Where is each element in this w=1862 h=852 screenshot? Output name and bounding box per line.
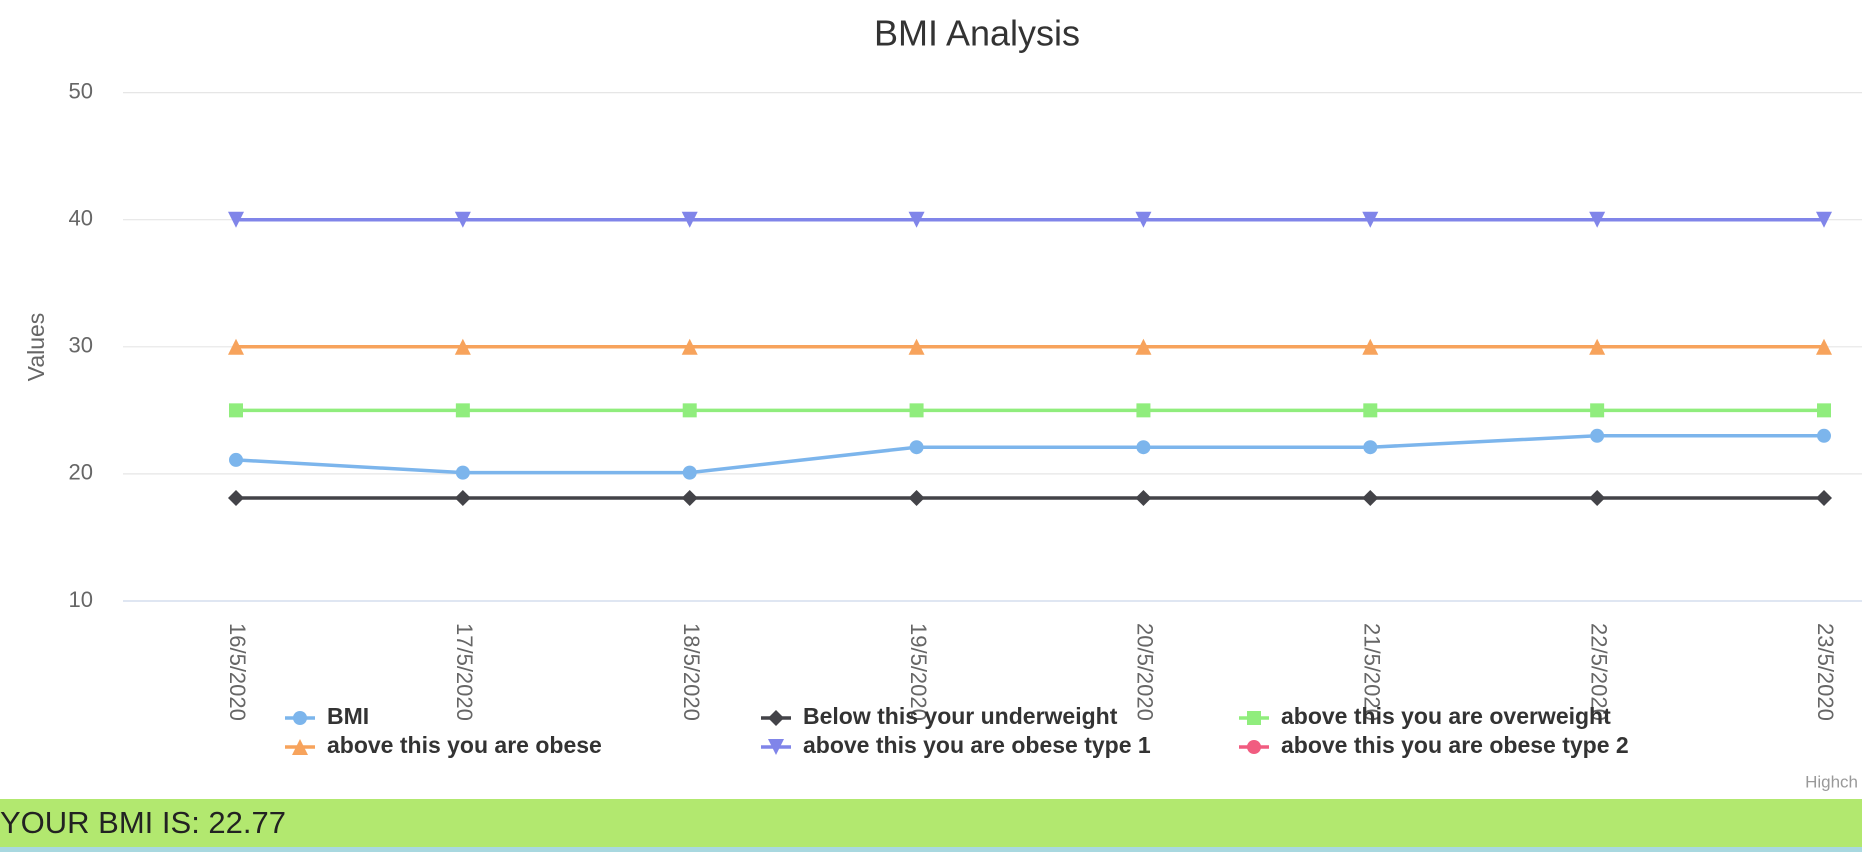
point-marker <box>1590 403 1605 418</box>
y-axis-label: Values <box>23 313 49 382</box>
point-marker <box>1363 403 1378 418</box>
legend-marker <box>768 739 784 755</box>
y-tick-label: 30 <box>69 333 93 358</box>
series-line <box>235 434 1824 475</box>
legend-label: above this you are obese type 2 <box>1281 732 1629 758</box>
chart: BMI Analysis Values Highch 10 20 30 40 50 16/… <box>23 13 1862 791</box>
point-marker <box>1589 338 1606 355</box>
point-marker <box>681 490 698 507</box>
x-tick-label: 20/5/2020 <box>1133 623 1158 721</box>
point-marker <box>908 338 925 355</box>
point-marker <box>1136 403 1151 418</box>
x-tick-label: 17/5/2020 <box>452 623 477 721</box>
point-marker <box>228 211 244 228</box>
point-marker <box>1816 490 1832 507</box>
legend-label: above this you are obese <box>327 732 602 758</box>
y-tick-label: 20 <box>69 460 93 485</box>
point-marker <box>909 403 924 418</box>
point-marker <box>229 452 243 467</box>
legend-label: BMI <box>327 703 369 729</box>
credits: Highch <box>1805 772 1858 791</box>
point-marker <box>1362 490 1379 507</box>
x-tick-label: 16/5/2020 <box>225 623 250 721</box>
legend-marker <box>293 711 307 725</box>
point-marker <box>1362 211 1379 228</box>
point-marker <box>908 490 925 507</box>
point-marker <box>682 465 697 480</box>
point-marker <box>1817 403 1831 418</box>
legend-label: Below this your underweight <box>803 703 1118 729</box>
point-marker <box>681 338 698 355</box>
point-marker <box>1589 490 1606 507</box>
x-tick-label: 21/5/2020 <box>1359 623 1384 721</box>
point-marker <box>681 211 698 228</box>
point-marker <box>1135 490 1152 507</box>
point-marker <box>454 211 471 228</box>
legend-marker <box>292 739 308 755</box>
point-marker <box>228 338 244 355</box>
legend-label: above this you are obese type 1 <box>803 732 1151 758</box>
point-marker <box>1135 338 1152 355</box>
x-tick-label: 19/5/2020 <box>906 623 931 721</box>
legend-label: above this you are overweight <box>1281 703 1611 729</box>
point-marker <box>229 403 243 418</box>
point-marker <box>1817 428 1831 443</box>
point-marker <box>1589 211 1606 228</box>
y-tick-label: 40 <box>69 206 93 231</box>
x-tick-label: 23/5/2020 <box>1813 623 1838 721</box>
point-marker <box>1816 338 1832 355</box>
point-marker <box>454 490 471 507</box>
legend-marker <box>1247 740 1261 754</box>
x-tick-label: 18/5/2020 <box>679 623 704 721</box>
point-marker <box>1816 211 1832 228</box>
legend-marker <box>768 710 784 726</box>
point-marker <box>908 211 925 228</box>
legend-marker <box>1247 711 1261 725</box>
point-marker <box>455 403 470 418</box>
point-marker <box>454 338 471 355</box>
point-marker <box>455 465 470 480</box>
point-marker <box>682 403 697 418</box>
point-marker <box>1363 440 1378 455</box>
y-tick-label: 50 <box>69 78 93 103</box>
bmi-banner: YOUR BMI IS: 22.77 <box>0 799 1862 852</box>
y-tick-label: 10 <box>69 587 93 612</box>
point-marker <box>1590 428 1605 443</box>
point-marker <box>1136 440 1151 455</box>
point-marker <box>909 440 924 455</box>
point-marker <box>228 490 244 507</box>
point-marker <box>1362 338 1379 355</box>
point-marker <box>1135 211 1152 228</box>
x-tick-label: 22/5/2020 <box>1586 623 1611 721</box>
chart-title: BMI Analysis <box>874 13 1080 54</box>
